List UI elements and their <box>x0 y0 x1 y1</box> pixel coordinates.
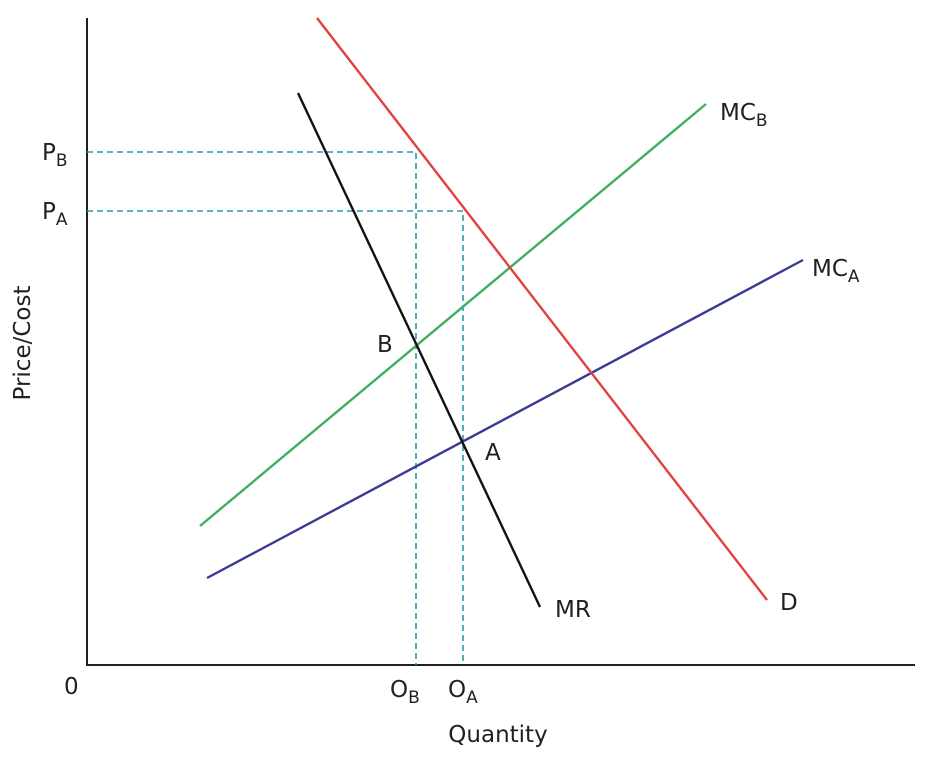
label-main: P <box>42 199 56 225</box>
mc-b-curve <box>199 103 707 527</box>
label-sub: B <box>408 688 420 708</box>
price-label-b: PB <box>42 140 68 171</box>
guide-a <box>87 210 464 665</box>
quantity-label-a: OA <box>448 677 478 708</box>
label-sub: A <box>56 210 68 230</box>
label-main: MC <box>720 100 756 126</box>
y-axis-label: Price/Cost <box>10 286 36 401</box>
label-sub: A <box>466 688 478 708</box>
label-sub: B <box>56 151 68 171</box>
label-sub: A <box>848 267 860 287</box>
label-main: O <box>448 677 466 703</box>
x-axis-label: Quantity <box>448 722 547 748</box>
origin-label: 0 <box>64 674 79 700</box>
point-label: A <box>485 440 501 466</box>
mc-b-label: MCB <box>720 100 768 131</box>
label-main: MC <box>812 256 848 282</box>
mr-label: MR <box>555 597 591 623</box>
demand-curve <box>316 17 768 601</box>
price-label-a: PA <box>42 199 68 230</box>
point-label: B <box>377 332 393 358</box>
demand-label: D <box>780 590 798 616</box>
mr-curve <box>296 92 542 608</box>
quantity-label-b: OB <box>390 677 420 708</box>
label-main: O <box>390 677 408 703</box>
label-main: P <box>42 140 56 166</box>
guide-b <box>87 151 417 665</box>
mc-a-label: MCA <box>812 256 860 287</box>
label-sub: B <box>756 111 768 131</box>
mc-a-curve <box>206 258 804 580</box>
